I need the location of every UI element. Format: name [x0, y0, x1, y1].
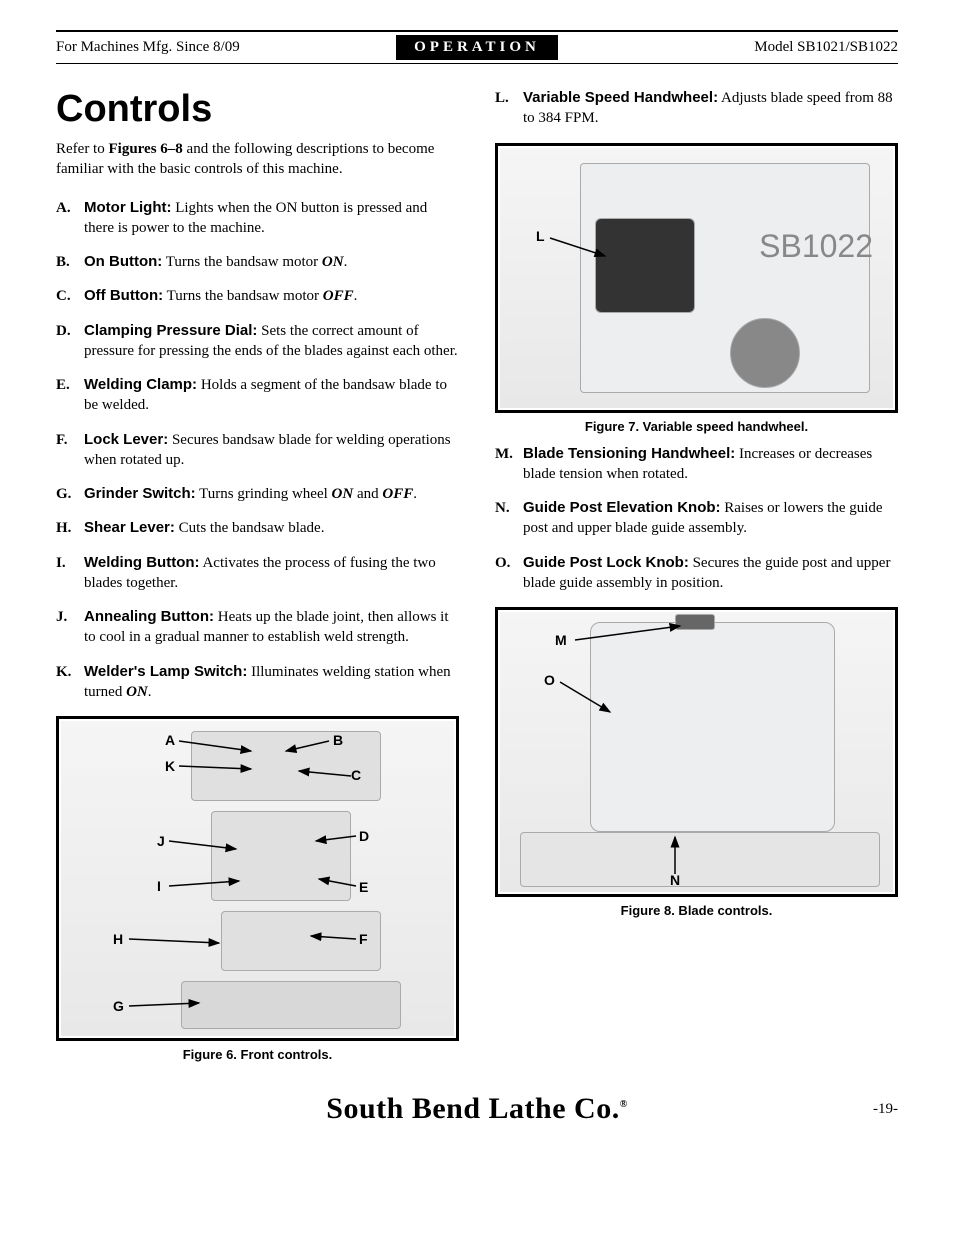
callout-d: D [359, 828, 369, 844]
controls-list-left: A. Motor Light: Lights when the ON butto… [56, 198, 459, 703]
callout-n: N [670, 872, 680, 888]
control-item-j: J. Annealing Button: Heats up the blade … [56, 607, 459, 648]
figure-6-image: A B C D E F G H I J K [61, 721, 454, 1036]
callout-f: F [359, 931, 368, 947]
control-item-h: H. Shear Lever: Cuts the bandsaw blade. [56, 518, 459, 538]
figure-7: SB1022 L [495, 143, 898, 413]
control-item-n: N. Guide Post Elevation Knob: Raises or … [495, 498, 898, 539]
callout-h: H [113, 931, 123, 947]
intro-bold: Figures 6–8 [108, 141, 182, 157]
registered-icon: ® [620, 1099, 628, 1110]
page-number: -19- [838, 1101, 898, 1118]
controls-list-right-2: M. Blade Tensioning Handwheel: Increases… [495, 444, 898, 594]
callout-j: J [157, 833, 165, 849]
control-item-e: E. Welding Clamp: Holds a segment of the… [56, 375, 459, 416]
intro-paragraph: Refer to Figures 6–8 and the following d… [56, 139, 459, 180]
callout-g: G [113, 998, 124, 1014]
footer-brand: South Bend Lathe Co.® [116, 1092, 838, 1126]
callout-l: L [536, 228, 545, 244]
figure-8-image: M N O [500, 612, 893, 892]
figure-7-caption: Figure 7. Variable speed handwheel. [495, 419, 898, 434]
sb-badge: SB1022 [759, 228, 873, 265]
control-item-k: K. Welder's Lamp Switch: Illuminates wel… [56, 662, 459, 703]
callout-i: I [157, 878, 161, 894]
right-column: L. Variable Speed Handwheel: Adjusts bla… [495, 88, 898, 1072]
callout-c: C [351, 767, 361, 783]
control-item-o: O. Guide Post Lock Knob: Secures the gui… [495, 553, 898, 594]
header-left: For Machines Mfg. Since 8/09 [56, 39, 396, 56]
control-item-l: L. Variable Speed Handwheel: Adjusts bla… [495, 88, 898, 129]
callout-a: A [165, 732, 175, 748]
control-item-b: B. On Button: Turns the bandsaw motor ON… [56, 252, 459, 272]
callout-k: K [165, 758, 175, 774]
controls-list-right-1: L. Variable Speed Handwheel: Adjusts bla… [495, 88, 898, 129]
figure-6-caption: Figure 6. Front controls. [56, 1047, 459, 1062]
callout-b: B [333, 732, 343, 748]
control-item-g: G. Grinder Switch: Turns grinding wheel … [56, 484, 459, 504]
control-item-a: A. Motor Light: Lights when the ON butto… [56, 198, 459, 239]
section-title: Controls [56, 88, 459, 131]
intro-prefix: Refer to [56, 141, 108, 157]
figure-6: A B C D E F G H I J K [56, 716, 459, 1041]
figure-7-image: SB1022 L [500, 148, 893, 408]
figure-8-caption: Figure 8. Blade controls. [495, 903, 898, 918]
header-right: Model SB1021/SB1022 [558, 39, 898, 56]
figure-8: M N O [495, 607, 898, 897]
control-item-i: I. Welding Button: Activates the process… [56, 553, 459, 594]
page-footer: South Bend Lathe Co.® -19- [56, 1092, 898, 1126]
control-item-f: F. Lock Lever: Secures bandsaw blade for… [56, 430, 459, 471]
header-center: OPERATION [396, 35, 558, 60]
content-columns: Controls Refer to Figures 6–8 and the fo… [56, 88, 898, 1072]
callout-e: E [359, 879, 368, 895]
control-item-d: D. Clamping Pressure Dial: Sets the corr… [56, 321, 459, 362]
control-item-m: M. Blade Tensioning Handwheel: Increases… [495, 444, 898, 485]
page-header: For Machines Mfg. Since 8/09 OPERATION M… [56, 30, 898, 64]
callout-m: M [555, 632, 567, 648]
callout-o: O [544, 672, 555, 688]
left-column: Controls Refer to Figures 6–8 and the fo… [56, 88, 459, 1072]
control-item-c: C. Off Button: Turns the bandsaw motor O… [56, 286, 459, 306]
